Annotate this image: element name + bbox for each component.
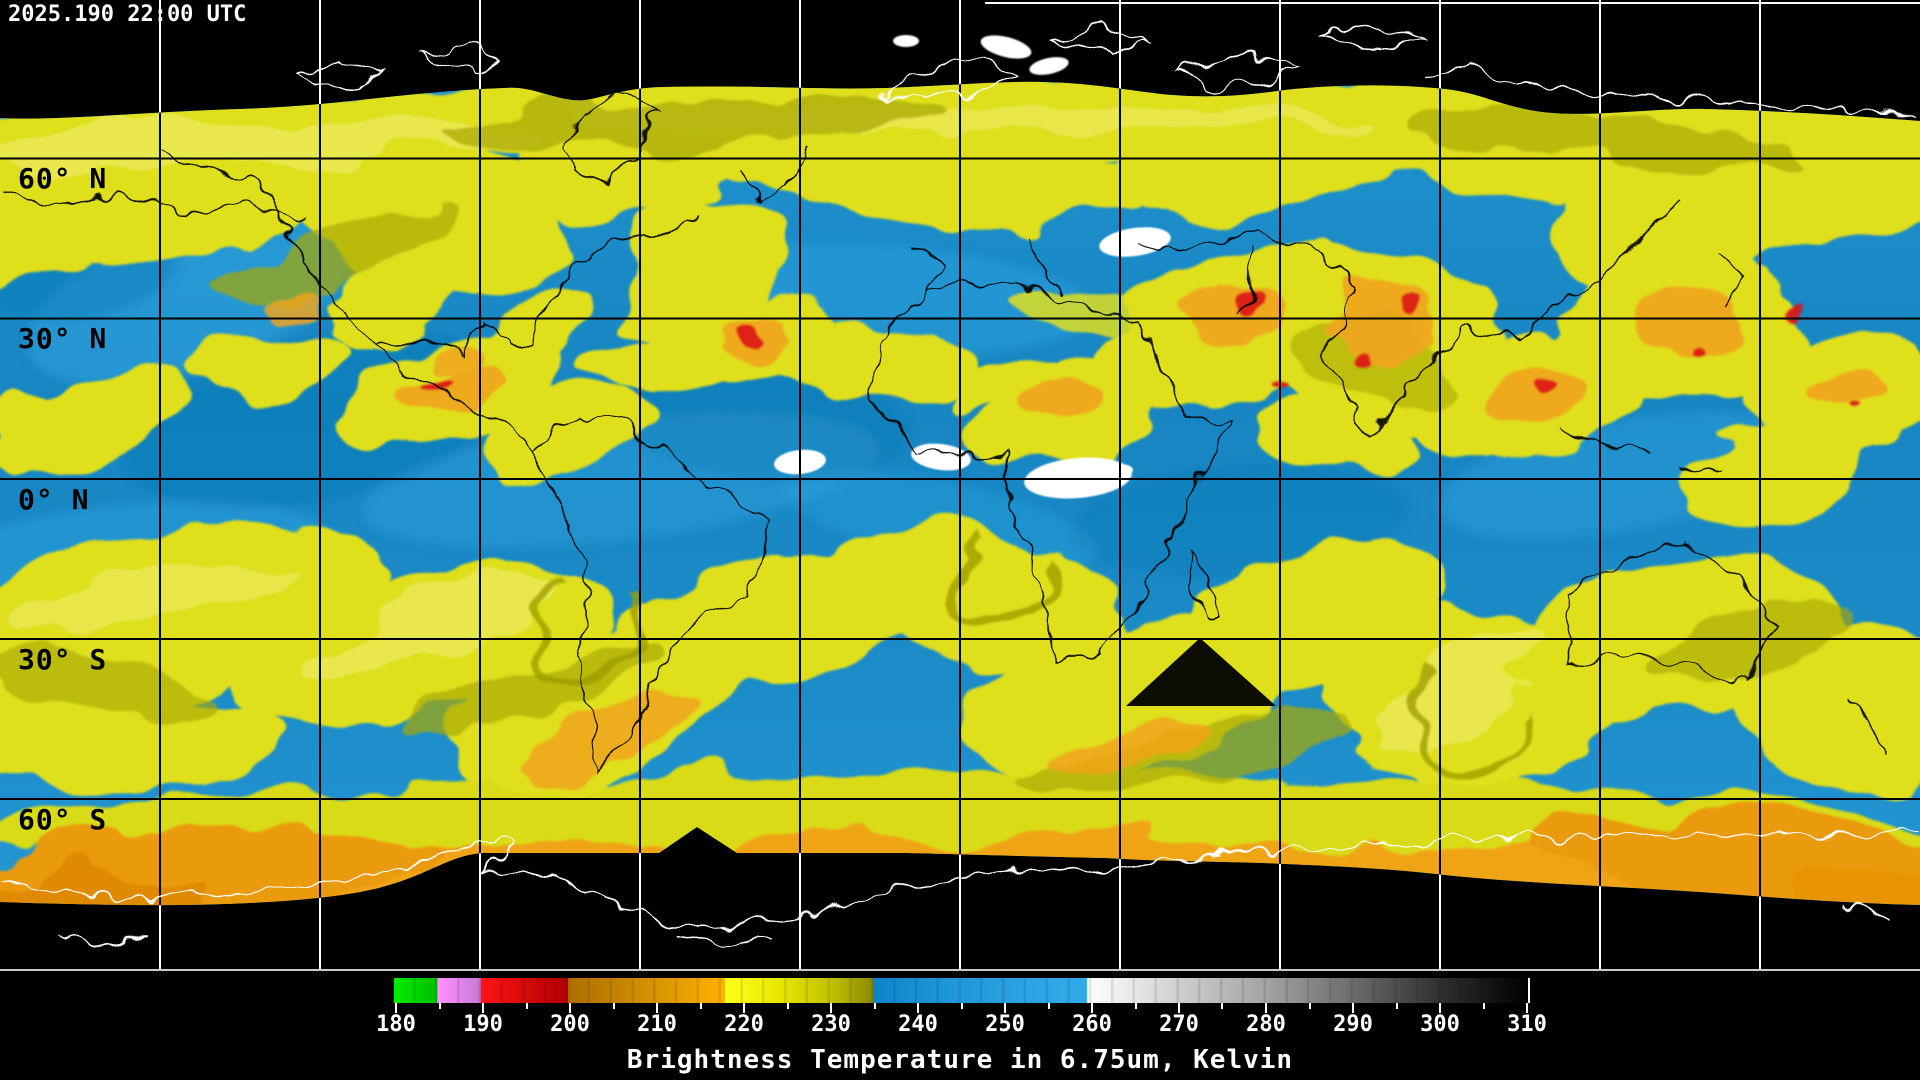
colorbar-tick-245	[960, 1003, 963, 1009]
colorbar-tick-label-240: 240	[898, 1012, 938, 1037]
colorbar-tick-label-290: 290	[1333, 1012, 1373, 1037]
colorbar-tick-275	[1221, 1003, 1224, 1009]
colorbar-tick-180	[395, 1003, 397, 1013]
colorbar-tick-label-260: 260	[1072, 1012, 1112, 1037]
colorbar-caption: Brightness Temperature in 6.75um, Kelvin	[626, 1045, 1294, 1075]
colorbar-tick-280	[1265, 1003, 1267, 1013]
colorbar-tick-label-180: 180	[376, 1012, 416, 1037]
map-bottom-border	[0, 969, 1920, 971]
latitude-label-60s: 60° S	[18, 803, 108, 836]
colorbar-tick-305	[1482, 1003, 1485, 1009]
colorbar-tick-295	[1395, 1003, 1398, 1009]
colorbar-band-steps	[394, 978, 1528, 1003]
colorbar-tick-270	[1178, 1003, 1180, 1013]
colorbar-tick-285	[1308, 1003, 1311, 1009]
colorbar-tick-label-280: 280	[1246, 1012, 1286, 1037]
colorbar-tick-195	[525, 1003, 528, 1009]
colorbar-tick-310	[1526, 1003, 1528, 1013]
colorbar-tick-label-230: 230	[811, 1012, 851, 1037]
latitude-label-30n: 30° N	[18, 322, 108, 355]
satellite-composite-svg	[0, 0, 1920, 973]
colorbar-gradient	[394, 978, 1530, 1003]
colorbar-tick-205	[612, 1003, 615, 1009]
colorbar-tick-210	[656, 1003, 658, 1013]
colorbar-tick-label-250: 250	[985, 1012, 1025, 1037]
colorbar-tick-label-300: 300	[1420, 1012, 1460, 1037]
colorbar-tick-label-190: 190	[463, 1012, 503, 1037]
grid-over-data	[0, 0, 1920, 969]
colorbar-tick-220	[743, 1003, 745, 1013]
colorbar-tick-185	[438, 1003, 441, 1009]
polar-cloud-bits	[893, 35, 1069, 75]
colorbar-tick-255	[1047, 1003, 1050, 1009]
colorbar-tick-230	[830, 1003, 832, 1013]
colorbar-ticks	[395, 1003, 1528, 1015]
data-swath	[0, 0, 1920, 969]
latitude-label-0n: 0° N	[18, 483, 90, 516]
colorbar-tick-225	[786, 1003, 789, 1009]
colorbar-tick-label-210: 210	[637, 1012, 677, 1037]
colorbar-tick-300	[1439, 1003, 1441, 1013]
colorbar-tick-240	[917, 1003, 919, 1013]
colorbar-tick-label-220: 220	[724, 1012, 764, 1037]
colorbar-tick-250	[1004, 1003, 1006, 1013]
colorbar-tick-labels: 180 190 200 210 220 230 240 250 260 270 280 290 300 3…	[376, 1012, 1547, 1040]
latitude-label-30s: 30° S	[18, 643, 108, 676]
colorbar-tick-290	[1352, 1003, 1354, 1013]
global-water-vapor-map	[0, 0, 1920, 973]
map-timestamp: 2025.190 22:00 UTC	[8, 2, 247, 27]
colorbar-tick-label-310: 310	[1507, 1012, 1547, 1037]
coastlines-over-space	[0, 24, 1920, 946]
colorbar-tick-label-270: 270	[1159, 1012, 1199, 1037]
latitude-label-60n: 60° N	[18, 162, 108, 195]
colorbar-tick-265	[1134, 1003, 1137, 1009]
swath-gap-wedge	[1126, 638, 1276, 706]
colorbar-tick-label-200: 200	[550, 1012, 590, 1037]
colorbar-tick-235	[873, 1003, 876, 1009]
colorbar-tick-200	[569, 1003, 571, 1013]
colorbar-tick-215	[699, 1003, 702, 1009]
colorbar-tick-190	[482, 1003, 484, 1013]
colorbar-tick-260	[1091, 1003, 1093, 1013]
